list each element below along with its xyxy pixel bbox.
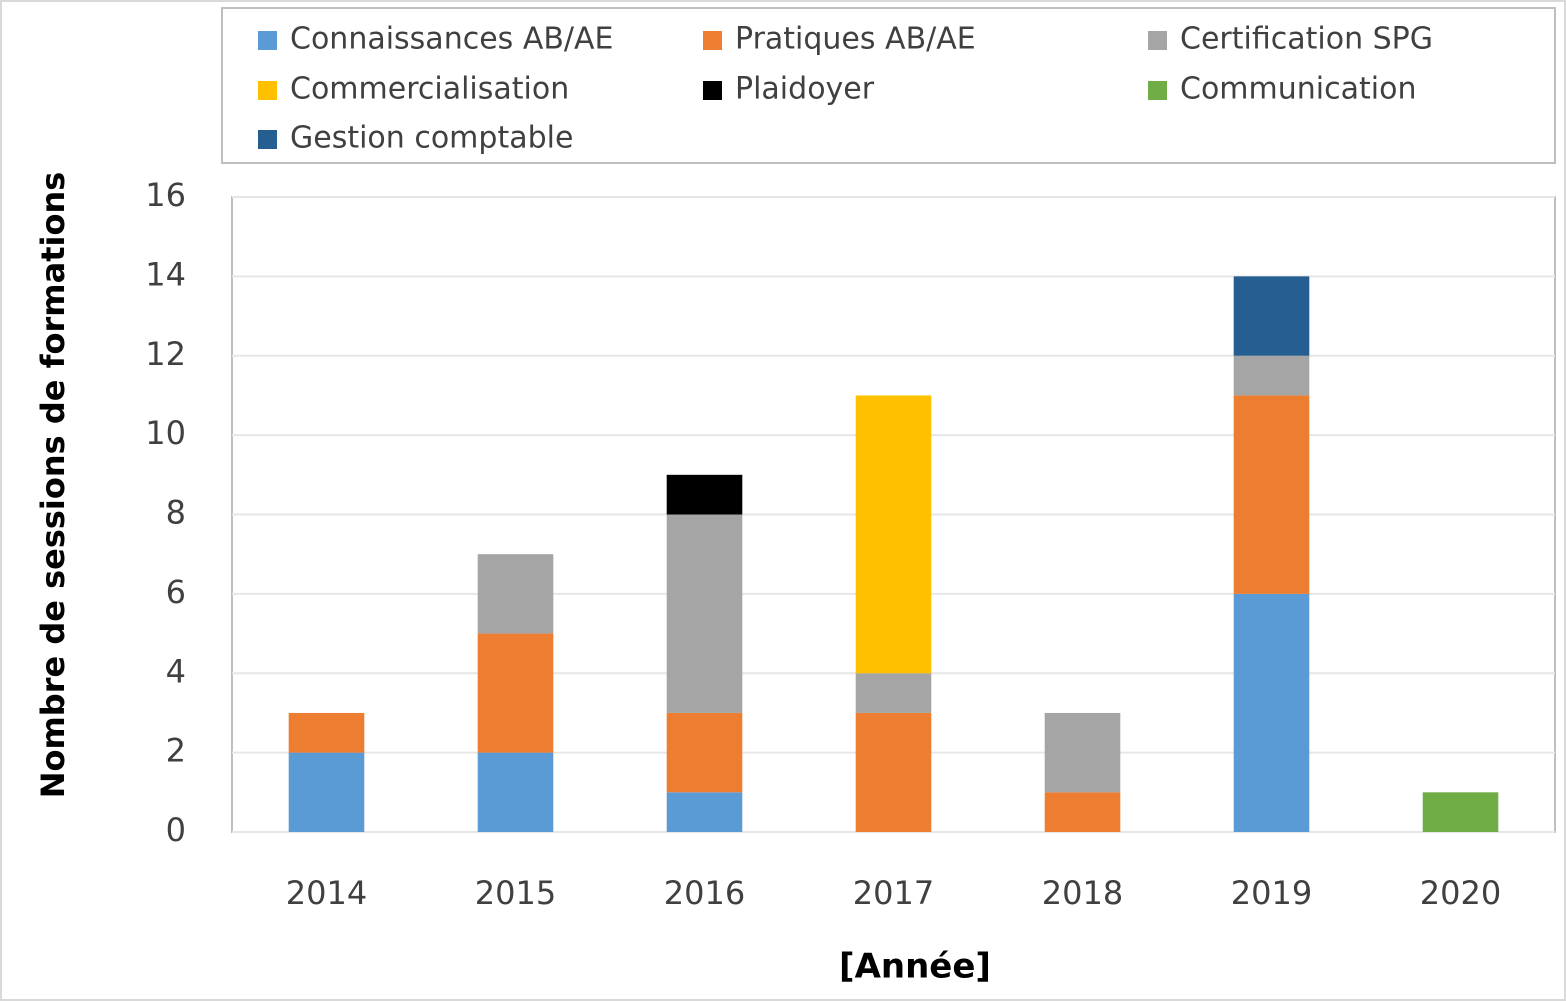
legend-label: Certification SPG	[1180, 22, 1433, 57]
legend-swatch	[703, 81, 722, 100]
y-tick-label: 8	[166, 494, 186, 532]
legend-label: Plaidoyer	[735, 72, 875, 107]
y-tick-label: 10	[145, 414, 186, 452]
bar-segment	[666, 514, 743, 713]
bar-segment	[1044, 792, 1121, 832]
bar-segment	[477, 554, 554, 634]
x-tick-label: 2018	[1042, 874, 1123, 912]
legend-box	[221, 7, 1556, 164]
bar-segment	[1233, 593, 1310, 832]
x-tick-label: 2019	[1231, 874, 1312, 912]
x-tick-label: 2014	[286, 874, 367, 912]
bar-segment	[1044, 712, 1121, 793]
legend-label: Pratiques AB/AE	[735, 22, 976, 57]
y-tick-label: 14	[145, 255, 186, 293]
x-tick-label: 2020	[1420, 874, 1501, 912]
y-tick-label: 6	[166, 573, 186, 611]
bar-segment	[1233, 355, 1310, 396]
bar-segment	[1233, 276, 1310, 356]
bar-segment	[1422, 792, 1499, 832]
bar-segment	[288, 752, 365, 832]
bar-segment	[666, 474, 743, 515]
x-tick-label: 2017	[853, 874, 934, 912]
legend-swatch	[258, 130, 277, 149]
y-tick-label: 0	[166, 811, 186, 849]
legend-label: Connaissances AB/AE	[290, 22, 614, 57]
legend-swatch	[258, 81, 277, 100]
legend-swatch	[258, 31, 277, 50]
legend-label: Commercialisation	[290, 72, 569, 107]
bar-segment	[477, 633, 554, 753]
bar-segment	[855, 395, 932, 674]
bar-segment	[855, 673, 932, 713]
y-tick-label: 12	[145, 335, 186, 373]
x-axis-label: [Année]	[839, 947, 991, 987]
bar-segment	[855, 712, 932, 832]
y-tick-label: 4	[166, 652, 186, 690]
x-tick-label: 2016	[664, 874, 745, 912]
bar-segment	[288, 712, 365, 753]
legend-label: Communication	[1180, 72, 1416, 107]
bar-segment	[666, 792, 743, 832]
bar-segment	[477, 752, 554, 832]
y-tick-label: 16	[145, 176, 186, 214]
legend-swatch	[1148, 31, 1167, 50]
legend-swatch	[703, 31, 722, 50]
y-axis-label: Nombre de sessions de formations	[34, 172, 72, 799]
bar-segment	[1233, 395, 1310, 594]
legend-swatch	[1148, 81, 1167, 100]
legend-label: Gestion comptable	[290, 121, 573, 156]
x-tick-label: 2015	[475, 874, 556, 912]
bar-segment	[666, 712, 743, 793]
y-tick-label: 2	[166, 732, 186, 770]
